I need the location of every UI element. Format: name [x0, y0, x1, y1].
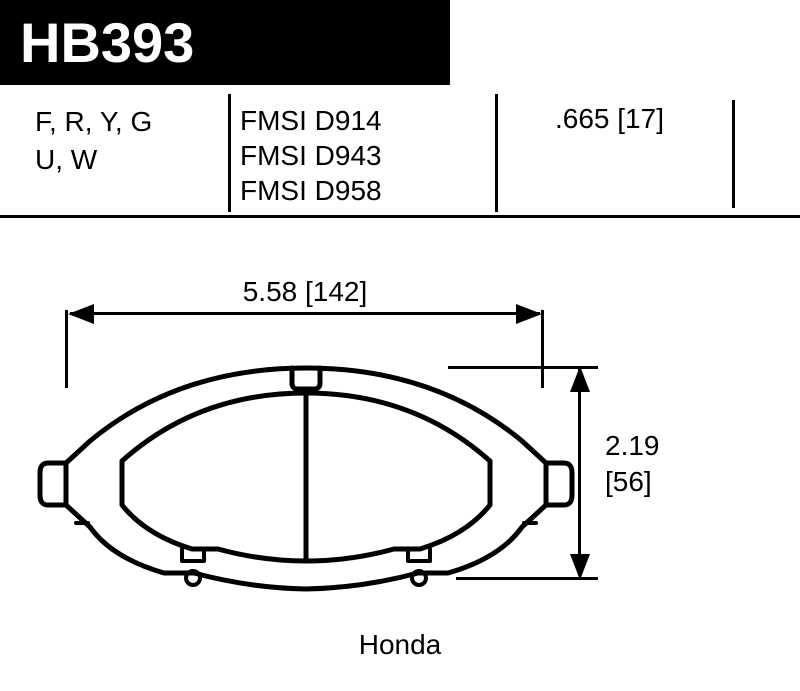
compounds-line-2: U, W: [35, 141, 230, 179]
fmsi-line-2: FMSI D943: [240, 138, 495, 173]
height-dimension-label: 2.19 [56]: [605, 428, 660, 501]
fmsi-line-1: FMSI D914: [240, 103, 495, 138]
part-number: HB393: [20, 10, 194, 75]
column-divider-2: [495, 94, 498, 212]
compounds-column: F, R, Y, G U, W: [35, 103, 230, 179]
width-dimension-line: [70, 312, 540, 315]
fmsi-line-3: FMSI D958: [240, 173, 495, 208]
diagram-area: 5.58 [142]: [0, 218, 800, 691]
height-inches: 2.19: [605, 428, 660, 464]
thickness-value: .665 [17]: [555, 103, 664, 134]
column-divider-3: [732, 100, 735, 208]
compounds-line-1: F, R, Y, G: [35, 103, 230, 141]
arrowhead-right-icon: [516, 304, 542, 324]
height-extension-bottom: [456, 577, 598, 580]
arrowhead-left-icon: [68, 304, 94, 324]
arrowhead-up-icon: [570, 366, 590, 392]
thickness-column: .665 [17]: [555, 103, 664, 135]
height-dimension-line: [578, 368, 581, 576]
fmsi-column: FMSI D914 FMSI D943 FMSI D958: [240, 103, 495, 208]
header-bar: HB393: [0, 0, 450, 85]
brand-label: Honda: [0, 629, 800, 661]
width-dimension-label: 5.58 [142]: [70, 276, 540, 308]
width-dimension: 5.58 [142]: [70, 276, 540, 315]
height-mm: [56]: [605, 464, 660, 500]
brake-pad-drawing: [28, 363, 588, 613]
height-extension-top: [448, 366, 598, 369]
spec-row: F, R, Y, G U, W FMSI D914 FMSI D943 FMSI…: [0, 88, 800, 218]
column-divider-1: [228, 94, 231, 212]
